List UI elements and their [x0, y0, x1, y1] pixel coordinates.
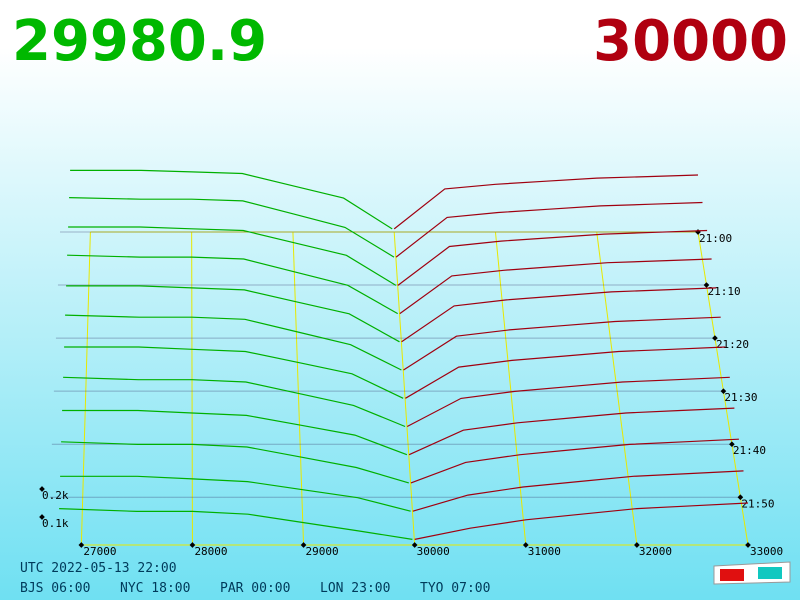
time-label: 21:00	[699, 232, 732, 245]
utc-time: UTC 2022-05-13 22:00	[20, 561, 177, 576]
x-tick-label: 33000	[750, 545, 783, 558]
ask-depth-line	[403, 316, 721, 371]
zone-time: PAR 00:00	[220, 581, 290, 596]
time-marker	[720, 388, 727, 394]
tick-marker	[411, 542, 418, 548]
tick-marker	[78, 542, 85, 548]
x-tick-label: 31000	[528, 545, 561, 558]
grid-line	[494, 231, 527, 546]
time-label: 21:30	[724, 391, 757, 404]
x-tick-label: 32000	[639, 545, 672, 558]
x-tick-label: 28000	[194, 545, 227, 558]
bid-depth-line	[59, 508, 413, 540]
ask-depth-line	[405, 346, 726, 399]
time-label: 21:50	[741, 497, 774, 510]
ask-depth-line	[393, 174, 699, 230]
grid-line	[191, 231, 193, 546]
3d-glasses-icon	[713, 561, 791, 585]
tick-marker	[522, 542, 529, 548]
tick-marker	[189, 542, 196, 548]
bid-depth-line	[63, 376, 406, 428]
ask-depth-line	[395, 201, 703, 258]
z-tick-marker	[39, 514, 45, 520]
ask-depth-line	[408, 407, 735, 456]
tick-marker	[300, 542, 307, 548]
ask-depth-line	[401, 287, 717, 343]
time-label: 21:20	[716, 338, 749, 351]
zone-time: NYC 18:00	[120, 581, 190, 596]
ask-depth-line	[397, 229, 708, 286]
bid-depth-line	[67, 254, 398, 315]
grid-line	[393, 231, 416, 546]
zone-time: TYO 07:00	[420, 581, 490, 596]
time-marker	[712, 335, 718, 341]
bid-depth-line	[68, 226, 397, 286]
time-marker	[737, 494, 744, 501]
time-label: 21:40	[733, 444, 766, 457]
bid-depth-line	[70, 169, 393, 230]
ask-depth-line	[412, 470, 744, 512]
ask-price: 30000	[593, 9, 788, 74]
bid-depth-line	[64, 346, 404, 399]
time-zones: BJS 06:00 NYC 18:00 PAR 00:00 LON 23:00 TYO …	[20, 581, 490, 596]
x-tick-label: 27000	[83, 545, 116, 558]
bid-depth-line	[61, 441, 409, 484]
grid-line	[292, 231, 305, 546]
time-label: 21:10	[707, 285, 740, 298]
bid-depth-line	[69, 197, 395, 258]
zone-time: BJS 06:00	[20, 581, 90, 596]
z-tick-label: 0.2k	[42, 489, 69, 502]
ask-depth-line	[399, 258, 712, 315]
bid-depth-line	[66, 285, 400, 343]
bid-depth-line	[62, 409, 408, 456]
x-tick-label: 29000	[306, 545, 339, 558]
x-tick-label: 30000	[417, 545, 450, 558]
ask-depth-line	[410, 438, 739, 484]
bid-price: 29980.9	[12, 9, 267, 74]
grid-line	[596, 231, 638, 546]
bid-depth-line	[65, 314, 402, 371]
bid-depth-line	[60, 475, 411, 512]
time-marker	[729, 441, 735, 448]
zone-time: LON 23:00	[320, 581, 390, 596]
z-tick-label: 0.1k	[42, 517, 69, 530]
ask-depth-line	[406, 376, 730, 428]
plot: 27000 28000 29000 30000 31000 32000 33000 21:00…	[39, 169, 783, 558]
tick-marker	[745, 542, 751, 548]
tick-marker	[634, 542, 640, 548]
time-marker	[703, 282, 710, 288]
grid-line	[80, 231, 91, 546]
ask-depth-line	[414, 502, 749, 540]
